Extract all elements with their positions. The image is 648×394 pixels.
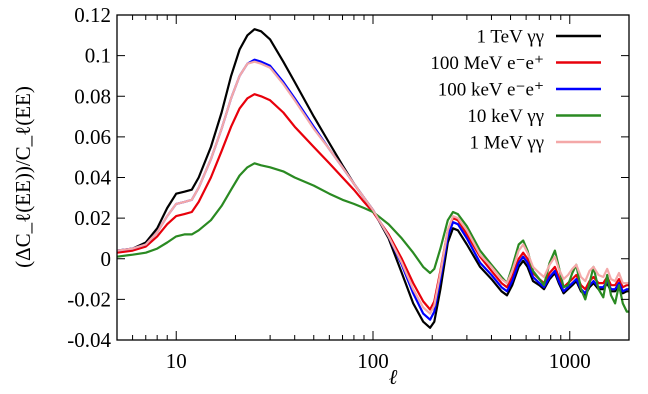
- x-tick-label: 1000: [549, 349, 591, 373]
- x-tick-label: 10: [166, 349, 187, 373]
- x-tick-label: 100: [357, 349, 389, 373]
- y-tick-label: -0.02: [67, 287, 111, 311]
- legend-item-2: 100 MeV e⁻e⁺: [430, 53, 601, 74]
- legend-item-4: 10 keV γγ: [467, 106, 601, 127]
- legend-item-5: 1 MeV γγ: [470, 133, 601, 154]
- series-line-3: [117, 58, 629, 321]
- axis-tick-labels: 0.12 0.1 0.08 0.06 0.04 0.02 0 -0.02 -0.04 10 100 1…: [67, 3, 591, 373]
- legend-label: 100 keV e⁻e⁺: [438, 80, 544, 101]
- series-line-4: [117, 162, 629, 313]
- y-tick-label: 0.04: [74, 166, 111, 190]
- legend-label: 10 keV γγ: [467, 106, 544, 127]
- plot-frame: [116, 14, 630, 341]
- y-axis-title: (ΔC_ℓ(EE))/C_ℓ(EE): [11, 86, 35, 268]
- y-tick-label: 0.02: [74, 206, 111, 230]
- legend-label: 1 MeV γγ: [470, 133, 545, 154]
- y-tick-label: 0.1: [85, 44, 111, 68]
- series-lines: [117, 28, 629, 329]
- y-tick-label: 0: [101, 247, 112, 271]
- y-tick-label: 0.12: [74, 3, 111, 27]
- y-tick-label: -0.04: [67, 328, 111, 352]
- legend-item-1: 1 TeV γγ: [476, 27, 601, 48]
- series-line-1: [117, 28, 629, 329]
- legend-item-3: 100 keV e⁻e⁺: [438, 80, 601, 101]
- legend-label: 100 MeV e⁻e⁺: [430, 53, 544, 74]
- axis-ticks: [116, 14, 630, 341]
- y-tick-label: 0.08: [74, 84, 111, 108]
- series-line-5: [117, 60, 629, 315]
- x-axis-title: ℓ: [389, 365, 398, 389]
- y-tick-label: 0.06: [74, 125, 111, 149]
- legend-label: 1 TeV γγ: [476, 27, 544, 48]
- plot-area: [116, 14, 630, 341]
- legend: 1 TeV γγ 100 MeV e⁻e⁺ 100 keV e⁻e⁺ 10 keV γ…: [430, 27, 601, 154]
